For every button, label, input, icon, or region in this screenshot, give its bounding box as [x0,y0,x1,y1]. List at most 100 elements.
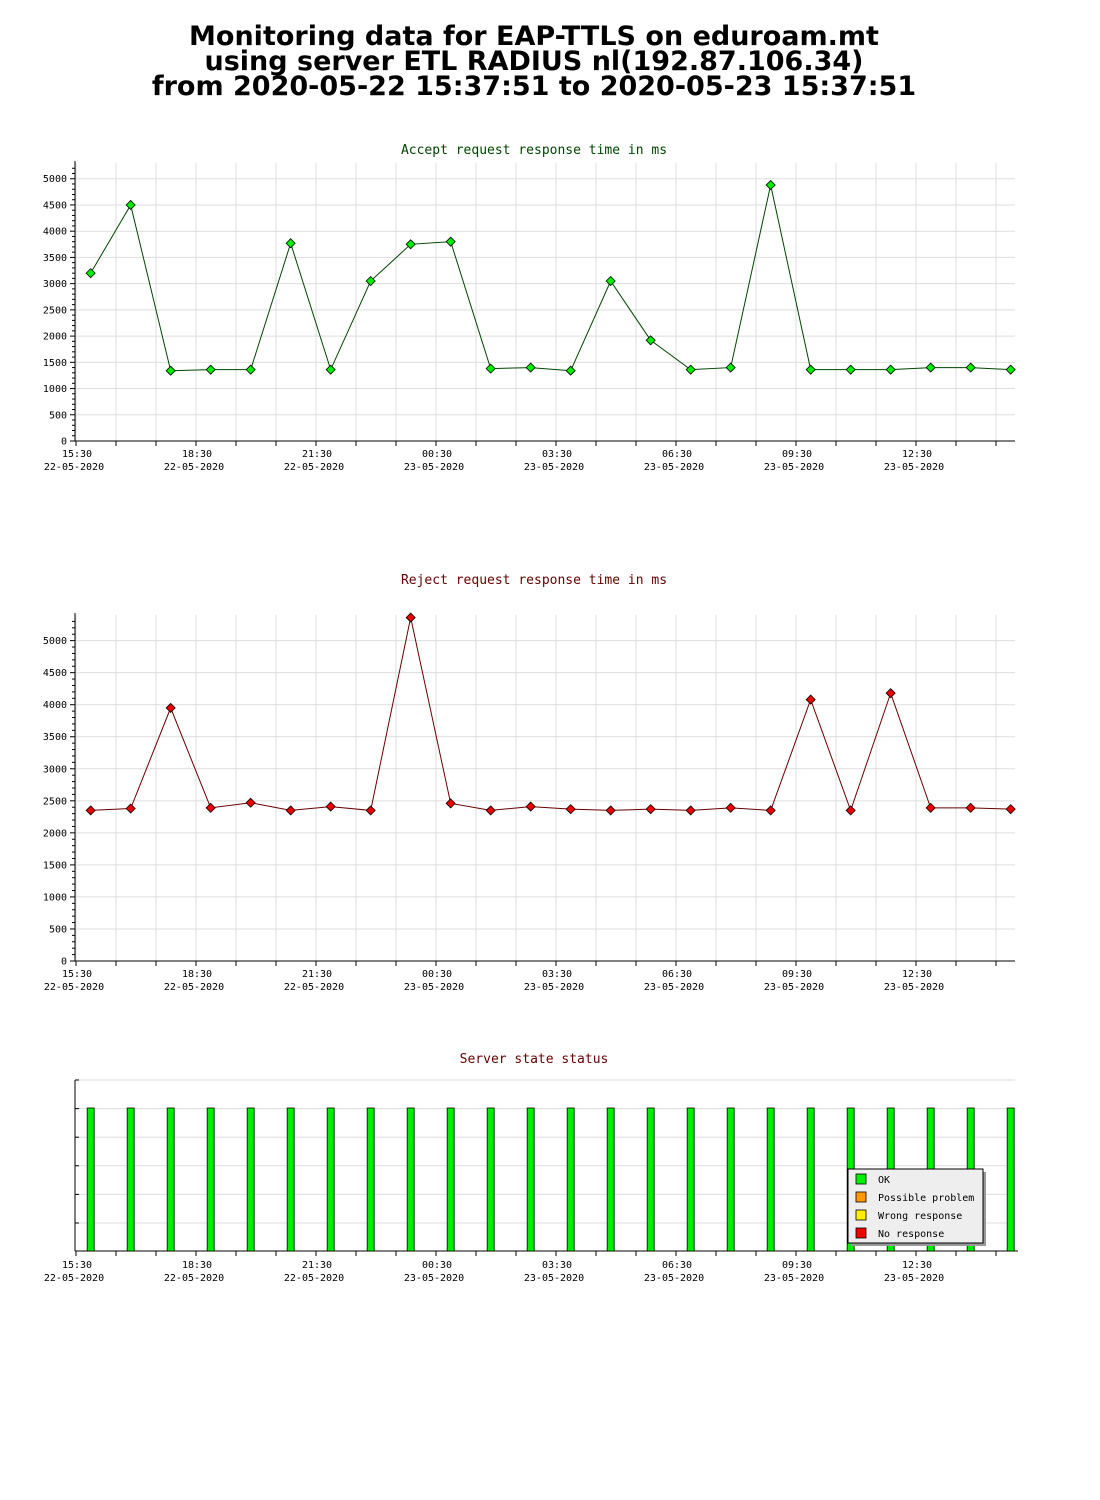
x-tick-label-date: 23-05-2020 [404,982,464,993]
legend-label: Possible problem [878,1193,974,1204]
data-point [965,802,976,813]
x-tick-label-date: 23-05-2020 [644,982,704,993]
x-tick-label-time: 12:30 [902,1260,932,1271]
status-bar [326,1107,335,1252]
legend-swatch [855,1173,867,1185]
x-tick-label-time: 18:30 [182,449,212,460]
status-bar [446,1107,455,1252]
data-point [965,362,976,373]
data-point [165,702,176,713]
data-point [725,362,736,373]
x-tick-label-date: 23-05-2020 [764,1273,824,1284]
x-tick-label-date: 22-05-2020 [164,982,224,993]
x-tick-label-time: 18:30 [182,969,212,980]
x-tick-label-date: 23-05-2020 [764,982,824,993]
x-tick-label-time: 00:30 [422,969,452,980]
y-tick-label: 5000 [43,636,67,647]
y-tick-label: 0 [61,437,67,448]
data-point [925,362,936,373]
data-point [125,199,136,211]
y-tick-label: 5000 [43,174,67,185]
data-point [445,236,456,247]
data-point [325,364,336,375]
status-bar [206,1107,215,1252]
legend-box [847,1168,984,1244]
y-tick-label: 2000 [43,332,67,343]
status-bar [686,1107,695,1252]
x-tick-label-date: 23-05-2020 [524,462,584,473]
status-bar [406,1107,415,1252]
x-tick-label-date: 22-05-2020 [44,1273,104,1284]
x-tick-label-time: 15:30 [62,449,92,460]
y-tick-label: 2500 [43,305,67,316]
x-tick-label-date: 23-05-2020 [764,462,824,473]
x-tick-label-time: 00:30 [422,449,452,460]
x-tick-label-date: 22-05-2020 [284,982,344,993]
y-tick-label: 3000 [43,279,67,290]
data-point [525,362,536,373]
x-tick-label-time: 00:30 [422,1260,452,1271]
x-tick-label-time: 15:30 [62,1260,92,1271]
y-tick-label: 0 [61,957,67,968]
data-point [405,612,416,623]
data-point [925,802,936,813]
data-point [565,365,576,376]
legend-swatch [855,1191,867,1203]
x-tick-label-time: 03:30 [542,1260,572,1271]
x-tick-label-time: 09:30 [782,969,812,980]
x-tick-label-time: 09:30 [782,449,812,460]
status-bar [726,1107,735,1252]
x-tick-label-time: 21:30 [302,969,332,980]
title-line-2: using server ETL RADIUS nl(192.87.106.34… [204,46,864,77]
accept-response-time-chart: Accept request response time in ms 0 500 1… [43,143,1016,473]
status-bar [246,1107,255,1252]
reject-response-time-chart: Reject request response time in ms 0 500 1… [43,573,1016,993]
data-point [645,804,656,815]
x-tick-label-time: 06:30 [662,1260,692,1271]
x-tick-label-time: 06:30 [662,449,692,460]
y-tick-label: 500 [49,924,67,935]
x-tick-label-date: 22-05-2020 [164,1273,224,1284]
status-bar [526,1107,535,1252]
data-point [485,805,496,816]
x-tick-label-time: 21:30 [302,449,332,460]
legend-label: Wrong response [878,1211,962,1222]
y-tick-label: 3000 [43,764,67,775]
data-point [525,801,536,812]
legend-swatch [855,1227,867,1239]
x-tick-label-date: 23-05-2020 [524,982,584,993]
y-tick-label: 1000 [43,384,67,395]
data-point [245,797,256,808]
data-point [205,802,216,813]
status-bar [486,1107,495,1252]
server-state-status-chart: Server state status 15:30 22-05-2020 18:30… [44,1052,1018,1284]
legend-label: OK [878,1175,890,1186]
data-point [165,365,176,376]
x-tick-label-date: 22-05-2020 [284,462,344,473]
data-point [485,363,496,374]
data-point [885,364,896,375]
y-tick-label: 1500 [43,358,67,369]
data-point [685,364,696,375]
data-point [405,239,416,250]
x-tick-label-time: 03:30 [542,449,572,460]
x-tick-label-time: 18:30 [182,1260,212,1271]
y-tick-label: 1000 [43,892,67,903]
x-tick-label-date: 23-05-2020 [884,1273,944,1284]
status-bar [806,1107,815,1252]
status-bar [646,1107,655,1252]
reject-chart-title: Reject request response time in ms [401,573,667,588]
data-point [125,803,136,814]
y-tick-label: 1500 [43,860,67,871]
title-line-3: from 2020-05-22 15:37:51 to 2020-05-23 1… [151,71,917,102]
data-point [845,364,856,375]
y-tick-label: 2500 [43,796,67,807]
data-point [365,805,376,816]
x-tick-label-time: 12:30 [902,449,932,460]
data-point [365,275,376,287]
x-tick-label-date: 23-05-2020 [884,462,944,473]
data-point [685,805,696,816]
status-bar [166,1107,175,1252]
x-tick-label-date: 23-05-2020 [404,1273,464,1284]
data-point [605,275,616,287]
